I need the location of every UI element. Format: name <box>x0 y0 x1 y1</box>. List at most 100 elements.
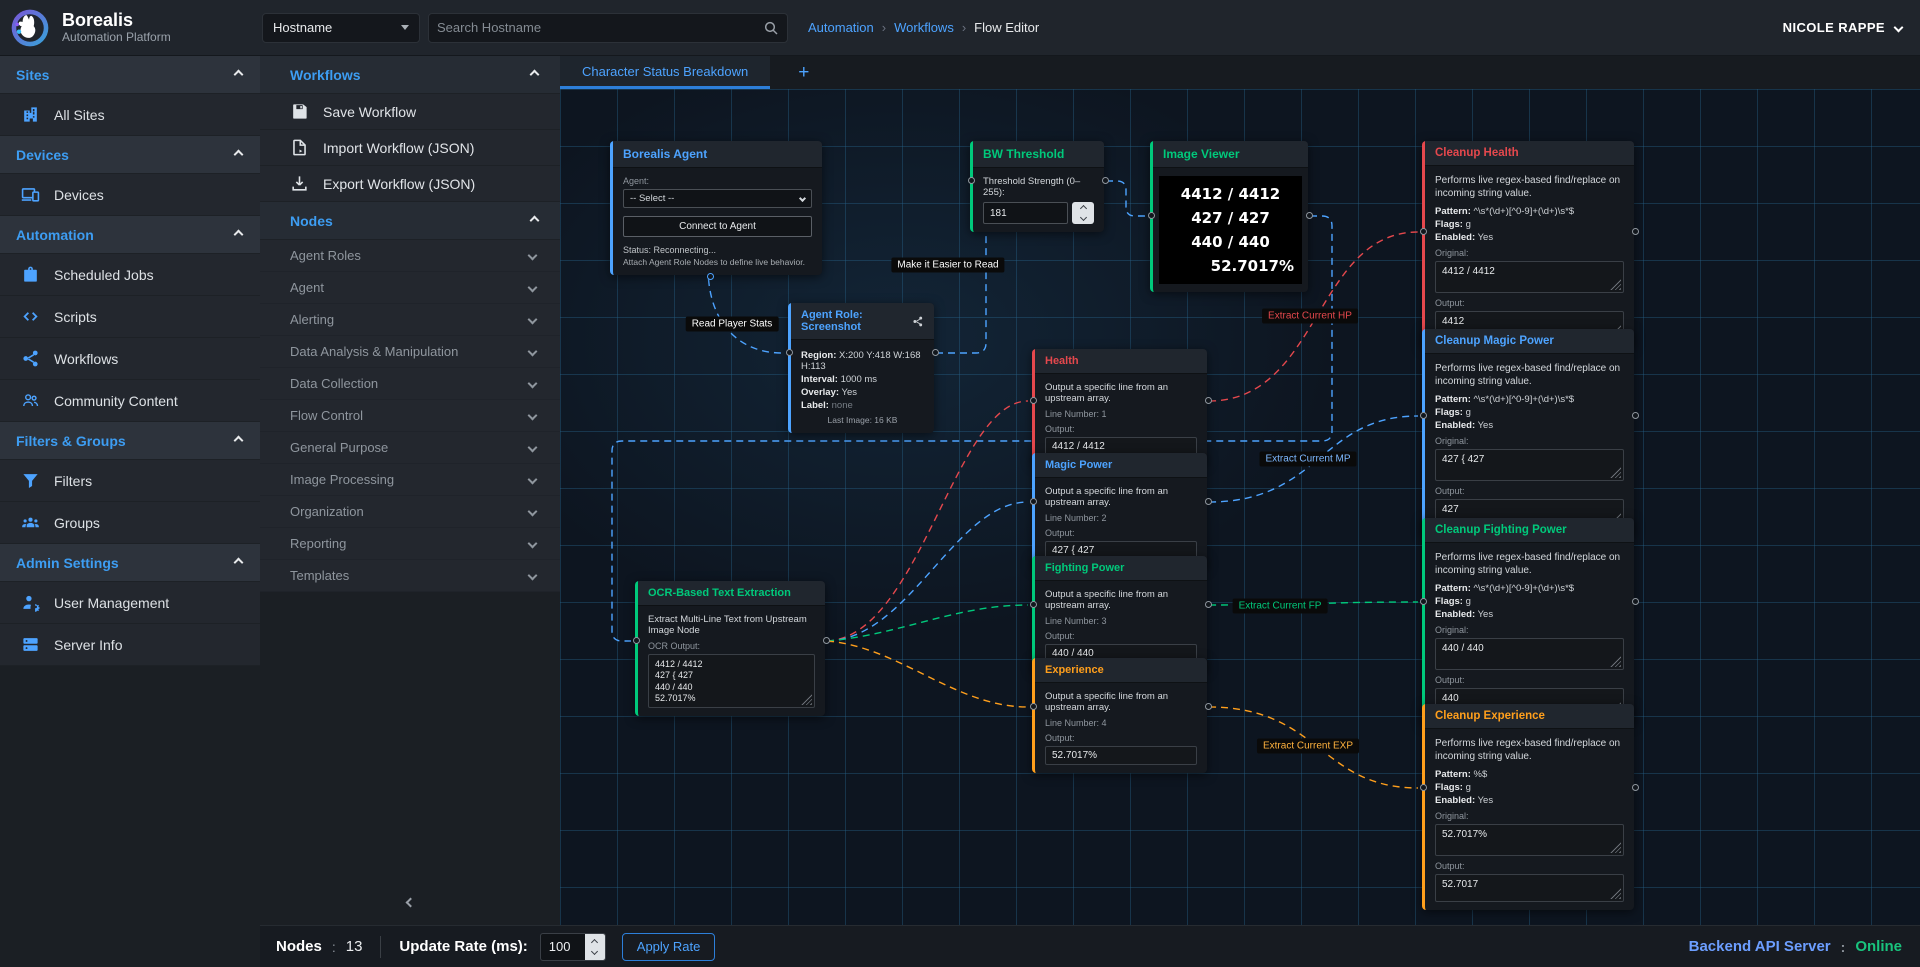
search-input[interactable] <box>437 20 763 35</box>
node-category-agent-roles[interactable]: Agent Roles <box>260 240 560 272</box>
node-agent-role-screenshot[interactable]: Agent Role: Screenshot Region: X:200 Y:4… <box>788 303 934 433</box>
node-image-viewer[interactable]: Image Viewer 4412 / 4412 427 / 427 440 /… <box>1150 141 1308 292</box>
sidebar-item-devices[interactable]: Devices <box>0 174 260 216</box>
node-cleanup-fighting-power[interactable]: Cleanup Fighting Power Performs live reg… <box>1422 518 1634 724</box>
node-borealis-agent[interactable]: Borealis Agent Agent: -- Select -- Conne… <box>610 141 822 275</box>
collapse-panel-button[interactable] <box>390 889 430 915</box>
update-rate-input[interactable] <box>541 934 585 960</box>
node-experience[interactable]: Experience Output a specific line from a… <box>1032 658 1207 773</box>
output-handle[interactable] <box>1632 784 1639 791</box>
node-category-data-collection[interactable]: Data Collection <box>260 368 560 400</box>
input-handle[interactable] <box>1420 598 1427 605</box>
resize-handle[interactable] <box>1610 656 1621 667</box>
panel-section-nodes[interactable]: Nodes <box>260 202 560 240</box>
node-cleanup-health[interactable]: Cleanup Health Performs live regex-based… <box>1422 141 1634 347</box>
connect-to-agent-button[interactable]: Connect to Agent <box>623 216 812 237</box>
node-health[interactable]: Health Output a specific line from an up… <box>1032 349 1207 464</box>
number-spinner[interactable] <box>585 934 605 960</box>
output-handle[interactable] <box>1306 212 1313 219</box>
sidebar-section-automation[interactable]: Automation <box>0 216 260 254</box>
input-handle[interactable] <box>1030 498 1037 505</box>
agent-select[interactable]: -- Select -- <box>623 189 812 208</box>
node-header[interactable]: OCR-Based Text Extraction <box>638 581 825 606</box>
input-handle[interactable] <box>1030 397 1037 404</box>
tab-character-status-breakdown[interactable]: Character Status Breakdown <box>560 56 770 89</box>
output-handle[interactable] <box>1632 412 1639 419</box>
original-textarea[interactable]: 4412 / 4412 <box>1435 261 1624 293</box>
sidebar-item-filters[interactable]: Filters <box>0 460 260 502</box>
node-header[interactable]: Cleanup Fighting Power <box>1425 518 1634 543</box>
node-category-image-processing[interactable]: Image Processing <box>260 464 560 496</box>
sidebar-section-filters-groups[interactable]: Filters & Groups <box>0 422 260 460</box>
node-category-general-purpose[interactable]: General Purpose <box>260 432 560 464</box>
add-tab-button[interactable]: + <box>770 56 837 89</box>
node-magic-power[interactable]: Magic Power Output a specific line from … <box>1032 453 1207 568</box>
sidebar-item-groups[interactable]: Groups <box>0 502 260 544</box>
node-header[interactable]: Cleanup Magic Power <box>1425 329 1634 354</box>
sidebar-item-user-management[interactable]: User Management <box>0 582 260 624</box>
sidebar-item-server-info[interactable]: Server Info <box>0 624 260 666</box>
input-handle[interactable] <box>1420 784 1427 791</box>
input-handle[interactable] <box>1148 212 1155 219</box>
save-workflow-button[interactable]: Save Workflow <box>260 94 560 130</box>
node-ocr-extraction[interactable]: OCR-Based Text Extraction Extract Multi-… <box>635 581 825 716</box>
edge-label-make-it-easier-to-read[interactable]: Make it Easier to Read <box>891 258 1004 273</box>
node-header[interactable]: BW Threshold <box>973 141 1104 168</box>
threshold-input[interactable] <box>983 202 1068 224</box>
sidebar-item-scripts[interactable]: Scripts <box>0 296 260 338</box>
resize-handle[interactable] <box>1610 279 1621 290</box>
sidebar-item-community-content[interactable]: Community Content <box>0 380 260 422</box>
node-category-agent[interactable]: Agent <box>260 272 560 304</box>
node-header[interactable]: Health <box>1035 349 1207 374</box>
node-cleanup-experience[interactable]: Cleanup Experience Performs live regex-b… <box>1422 704 1634 910</box>
input-handle[interactable] <box>1030 703 1037 710</box>
ocr-output-textarea[interactable]: 4412 / 4412 427 { 427 440 / 440 52.7017% <box>648 654 815 708</box>
number-spinner[interactable] <box>1072 202 1094 224</box>
breadcrumb-automation[interactable]: Automation <box>808 20 874 35</box>
flow-canvas[interactable]: Borealis Agent Agent: -- Select -- Conne… <box>560 89 1920 925</box>
sidebar-section-devices[interactable]: Devices <box>0 136 260 174</box>
node-header[interactable]: Agent Role: Screenshot <box>791 303 934 340</box>
input-handle[interactable] <box>786 349 793 356</box>
input-handle[interactable] <box>968 177 975 184</box>
resize-handle[interactable] <box>1610 467 1621 478</box>
output-handle[interactable] <box>707 273 714 280</box>
node-category-alerting[interactable]: Alerting <box>260 304 560 336</box>
original-textarea[interactable]: 427 { 427 <box>1435 449 1624 481</box>
output-handle[interactable] <box>1632 598 1639 605</box>
edge-label-extract-current-mp[interactable]: Extract Current MP <box>1259 452 1356 467</box>
output-handle[interactable] <box>1102 177 1109 184</box>
node-category-flow-control[interactable]: Flow Control <box>260 400 560 432</box>
node-header[interactable]: Cleanup Health <box>1425 141 1634 166</box>
output-handle[interactable] <box>1205 397 1212 404</box>
sidebar-item-all-sites[interactable]: All Sites <box>0 94 260 136</box>
resize-handle[interactable] <box>1610 888 1621 899</box>
resize-handle[interactable] <box>1610 842 1621 853</box>
node-header[interactable]: Magic Power <box>1035 453 1207 478</box>
node-header[interactable]: Image Viewer <box>1153 141 1308 168</box>
output-handle[interactable] <box>823 637 830 644</box>
input-handle[interactable] <box>1420 412 1427 419</box>
output-handle[interactable] <box>1205 703 1212 710</box>
sidebar-section-admin-settings[interactable]: Admin Settings <box>0 544 260 582</box>
sidebar-section-sites[interactable]: Sites <box>0 56 260 94</box>
edge-label-extract-current-fp[interactable]: Extract Current FP <box>1233 599 1328 614</box>
import-workflow-button[interactable]: Import Workflow (JSON) <box>260 130 560 166</box>
breadcrumb-workflows[interactable]: Workflows <box>894 20 954 35</box>
input-handle[interactable] <box>633 637 640 644</box>
export-workflow-button[interactable]: Export Workflow (JSON) <box>260 166 560 202</box>
output-handle[interactable] <box>932 349 939 356</box>
panel-section-workflows[interactable]: Workflows <box>260 56 560 94</box>
node-fighting-power[interactable]: Fighting Power Output a specific line fr… <box>1032 556 1207 671</box>
output-field[interactable]: 52.7017% <box>1045 746 1197 765</box>
output-handle[interactable] <box>1205 601 1212 608</box>
node-category-data-analysis[interactable]: Data Analysis & Manipulation <box>260 336 560 368</box>
edge-label-read-player-stats[interactable]: Read Player Stats <box>686 317 779 332</box>
edge-label-extract-current-hp[interactable]: Extract Current HP <box>1262 309 1358 324</box>
node-header[interactable]: Fighting Power <box>1035 556 1207 581</box>
output-handle[interactable] <box>1632 228 1639 235</box>
edge-label-extract-current-exp[interactable]: Extract Current EXP <box>1257 739 1359 754</box>
node-header[interactable]: Experience <box>1035 658 1207 683</box>
original-textarea[interactable]: 52.7017% <box>1435 824 1624 856</box>
node-bw-threshold[interactable]: BW Threshold Threshold Strength (0–255): <box>970 141 1104 232</box>
